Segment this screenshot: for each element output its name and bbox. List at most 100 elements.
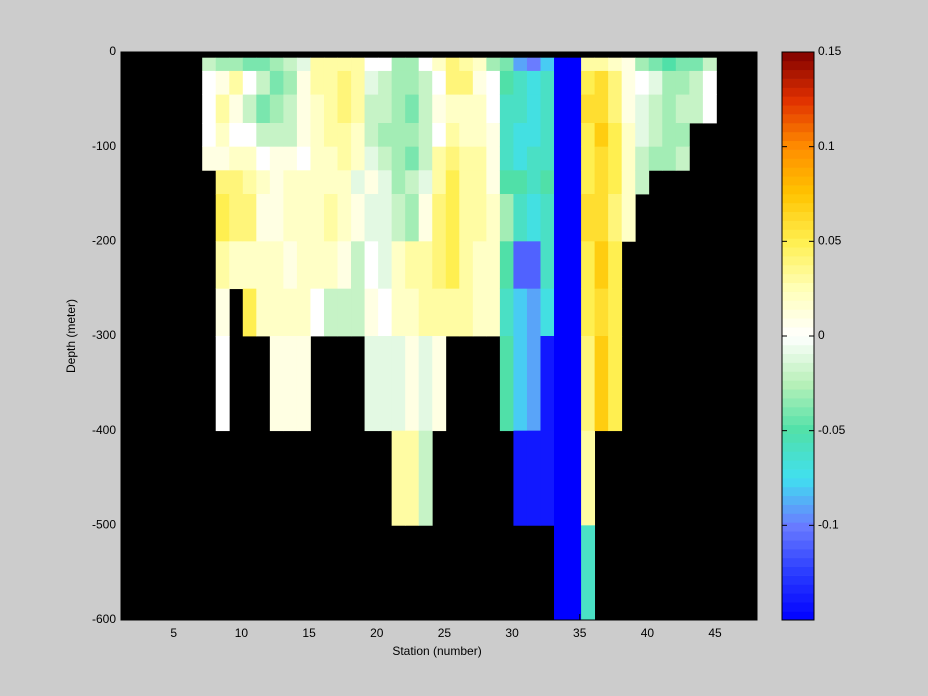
heatmap-cell (378, 288, 393, 337)
heatmap-cell (608, 70, 623, 95)
colorbar-swatch (782, 478, 814, 488)
heatmap-cell (581, 94, 596, 124)
heatmap-cell (554, 241, 568, 290)
colorbar-swatch (782, 247, 814, 257)
heatmap-cell (310, 146, 325, 171)
colorbar-tick-label: 0.1 (818, 139, 835, 153)
colorbar-swatch (782, 380, 814, 390)
heatmap-cell (526, 430, 541, 526)
heatmap-cell (594, 241, 609, 290)
heatmap-cell (323, 241, 338, 290)
colorbar-swatch (782, 344, 814, 355)
heatmap-cell (567, 94, 582, 124)
x-tick-label: 5 (170, 626, 177, 640)
colorbar-swatch (782, 486, 814, 497)
heatmap-cell (567, 170, 582, 195)
heatmap-cell (486, 94, 501, 124)
heatmap-cell (594, 57, 609, 72)
heatmap-cell (256, 194, 271, 242)
heatmap-cell (526, 170, 541, 195)
heatmap-cell (472, 94, 487, 124)
colorbar-swatch (782, 424, 814, 434)
heatmap-cell (513, 430, 528, 526)
heatmap-cell (635, 57, 650, 72)
heatmap-cell (202, 70, 217, 95)
colorbar-swatch (782, 469, 814, 479)
heatmap-cell (526, 123, 541, 148)
heatmap-cell (540, 430, 555, 526)
heatmap-cell (675, 146, 690, 171)
heatmap-cell (486, 70, 501, 95)
heatmap-cell (513, 194, 528, 242)
heatmap-cell (581, 241, 596, 290)
heatmap-cell (608, 194, 623, 242)
heatmap-cell (323, 146, 338, 171)
heatmap-cell (364, 194, 379, 242)
colorbar-swatch (782, 256, 814, 266)
heatmap-cell (269, 70, 284, 95)
heatmap-cell (269, 146, 284, 171)
heatmap-cell (635, 70, 650, 95)
heatmap-cell (378, 123, 393, 148)
x-tick-label: 10 (235, 626, 249, 640)
heatmap-cell (675, 70, 690, 95)
heatmap-cell (351, 194, 365, 242)
colorbar-swatch (782, 123, 814, 133)
heatmap-cell (648, 123, 663, 148)
heatmap-cell (364, 57, 379, 72)
heatmap-cell (513, 170, 528, 195)
heatmap-cell (391, 70, 406, 95)
heatmap-cell (242, 146, 257, 171)
heatmap-cell (499, 170, 514, 195)
heatmap-cell (472, 123, 487, 148)
colorbar-tick-label: -0.05 (818, 423, 846, 437)
heatmap-cell (432, 123, 447, 148)
heatmap-cell (391, 146, 406, 171)
heatmap-cell (418, 194, 433, 242)
heatmap-cell (418, 241, 433, 290)
heatmap-cell (405, 70, 420, 95)
heatmap-cell (323, 170, 338, 195)
heatmap-cell (567, 525, 582, 621)
heatmap-cell (351, 94, 365, 124)
heatmap-cell (594, 146, 609, 171)
colorbar-swatch (782, 575, 814, 585)
heatmap-cell (283, 70, 298, 95)
heatmap-cell (215, 146, 230, 171)
heatmap-cell (445, 288, 460, 337)
heatmap-cell (499, 336, 514, 432)
y-tick-label: -100 (92, 139, 116, 153)
heatmap-cell (594, 336, 609, 432)
heatmap-cell (256, 146, 271, 171)
heatmap-cell (405, 194, 420, 242)
heatmap-cell (608, 57, 623, 72)
heatmap-cell (296, 70, 311, 95)
heatmap-cell (215, 336, 230, 432)
colorbar-swatch (782, 60, 814, 71)
heatmap-cell (499, 241, 514, 290)
heatmap-cell (459, 146, 474, 171)
heatmap-cell (283, 241, 298, 290)
heatmap-cell (635, 146, 650, 171)
heatmap-cell (445, 70, 460, 95)
colorbar-tick-label: 0.15 (818, 44, 842, 58)
heatmap-cell (567, 336, 582, 432)
heatmap-cell (472, 70, 487, 95)
heatmap-cell (378, 194, 393, 242)
colorbar-swatch (782, 282, 814, 292)
heatmap-cell (635, 94, 650, 124)
x-tick-label: 45 (708, 626, 722, 640)
heatmap-cell (499, 70, 514, 95)
heatmap-cell (296, 336, 311, 432)
heatmap-cell (215, 94, 230, 124)
x-tick-label: 35 (573, 626, 587, 640)
heatmap-cell (337, 70, 352, 95)
heatmap-cell (296, 146, 311, 171)
heatmap-cell (567, 241, 582, 290)
heatmap-cell (486, 170, 501, 195)
heatmap-cell (459, 170, 474, 195)
colorbar-swatch (782, 229, 814, 239)
heatmap-cell (567, 70, 582, 95)
heatmap-cell (540, 241, 555, 290)
